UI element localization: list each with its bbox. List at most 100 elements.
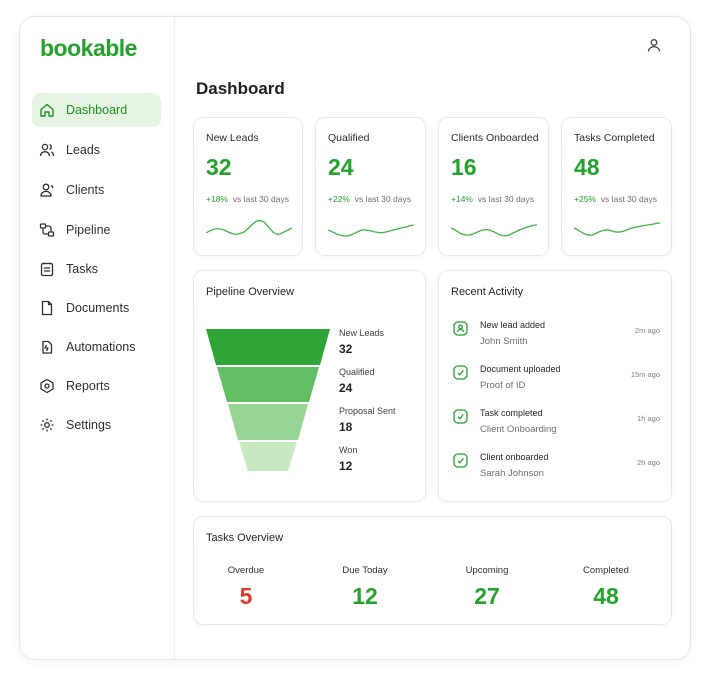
task-value: 5 [239, 583, 253, 609]
sidebar-item-settings[interactable]: Settings [32, 408, 161, 442]
tasks-overview-card: Tasks Overview Overdue 5 Due Today 12 Up… [193, 516, 672, 625]
sparkline-chart [574, 222, 660, 236]
home-icon [39, 102, 55, 118]
task-stat-upcoming[interactable]: Upcoming 27 [432, 565, 542, 610]
sidebar-item-label: Documents [66, 301, 130, 315]
activity-time: 1h ago [637, 414, 660, 423]
card-title: Pipeline Overview [206, 286, 295, 298]
check-icon [453, 453, 468, 468]
funnel-label: Qualified [339, 367, 375, 377]
sidebar-item-automations[interactable]: Automations [32, 330, 161, 364]
stat-value: 16 [451, 154, 477, 180]
user-group-icon [39, 182, 55, 198]
activity-time: 2h ago [637, 458, 660, 467]
pipeline-funnel [206, 329, 330, 471]
stat-change: +14% vs last 30 days [451, 194, 534, 204]
task-value: 12 [352, 583, 378, 609]
stat-change: +25% vs last 30 days [574, 194, 657, 204]
task-label: Due Today [342, 565, 388, 576]
activity-title: New lead added [480, 320, 546, 330]
activity-title: Document uploaded [480, 364, 561, 374]
sidebar-item-label: Settings [66, 418, 112, 432]
task-label: Upcoming [465, 565, 509, 576]
stat-value: 48 [574, 154, 600, 180]
activity-subtitle: Sarah Johnson [480, 468, 544, 479]
sidebar-item-label: Clients [66, 183, 105, 197]
task-label: Completed [583, 565, 629, 576]
sidebar-item-leads[interactable]: Leads [32, 133, 161, 167]
gear-icon [39, 417, 55, 433]
sidebar-item-clients[interactable]: Clients [32, 173, 161, 207]
user-icon[interactable] [646, 37, 662, 53]
task-stat-completed[interactable]: Completed 48 [551, 565, 661, 610]
sparkline-chart [328, 224, 414, 237]
sidebar: bookable Dashboard Leads Clients Pipelin… [20, 17, 175, 659]
stat-card-new-leads[interactable]: New Leads 32 +18% vs last 30 days [193, 117, 303, 256]
activity-title: Task completed [480, 408, 543, 418]
check-icon [453, 409, 468, 424]
stat-label: Clients Onboarded [451, 132, 539, 144]
sidebar-item-label: Dashboard [66, 103, 128, 117]
funnel-value: 32 [339, 342, 353, 356]
reports-icon [39, 378, 55, 394]
funnel-value: 24 [339, 381, 353, 395]
recent-activity-card: Recent Activity New lead added John Smit… [438, 270, 672, 502]
page-title: Dashboard [196, 79, 285, 98]
activity-subtitle: Proof of ID [480, 380, 526, 391]
stat-change: +18% vs last 30 days [206, 194, 289, 204]
card-title: Tasks Overview [206, 532, 284, 544]
sidebar-item-label: Tasks [66, 262, 98, 276]
lead-icon [453, 321, 468, 336]
activity-time: 2m ago [634, 326, 660, 335]
activity-subtitle: Client Onboarding [480, 424, 557, 435]
stat-label: Qualified [328, 132, 370, 144]
funnel-label: New Leads [339, 328, 385, 338]
stat-card-qualified[interactable]: Qualified 24 +22% vs last 30 days [315, 117, 426, 256]
sidebar-item-reports[interactable]: Reports [32, 369, 161, 403]
funnel-value: 18 [339, 420, 353, 434]
sparkline-chart [451, 224, 537, 237]
sidebar-item-label: Automations [66, 340, 136, 354]
stat-value: 24 [328, 154, 354, 180]
main-content: Dashboard New Leads 32 +18% vs last 30 d… [175, 17, 690, 659]
task-stat-due-today[interactable]: Due Today 12 [310, 565, 420, 610]
task-value: 48 [593, 583, 619, 609]
sidebar-item-label: Reports [66, 379, 110, 393]
app-logo[interactable]: bookable [40, 35, 137, 61]
automation-icon [39, 339, 55, 355]
funnel-label: Won [339, 445, 358, 455]
sparkline-chart [206, 219, 292, 235]
funnel-stage-proposal-sent [228, 404, 308, 440]
sidebar-item-documents[interactable]: Documents [32, 291, 161, 325]
sidebar-item-label: Leads [66, 143, 101, 157]
stat-card-tasks-completed[interactable]: Tasks Completed 48 +25% vs last 30 days [561, 117, 672, 256]
stat-label: New Leads [206, 132, 259, 144]
upload-icon [453, 365, 468, 380]
stat-value: 32 [206, 154, 232, 180]
pipeline-overview-card: Pipeline Overview New Leads 32 Qualified… [193, 270, 426, 502]
users-icon [39, 142, 55, 158]
sidebar-item-pipeline[interactable]: Pipeline [32, 213, 161, 247]
activity-subtitle: John Smith [480, 336, 528, 347]
activity-time: 15m ago [630, 370, 660, 379]
app-window: bookable Dashboard Leads Clients Pipelin… [19, 16, 691, 660]
funnel-stage-won [239, 442, 297, 471]
tasks-icon [39, 261, 55, 277]
task-label: Overdue [227, 565, 265, 576]
funnel-value: 12 [339, 459, 353, 473]
document-icon [39, 300, 55, 316]
card-title: Recent Activity [451, 286, 524, 298]
funnel-stage-qualified [217, 367, 319, 402]
stat-label: Tasks Completed [574, 132, 655, 144]
sidebar-item-dashboard[interactable]: Dashboard [32, 93, 161, 127]
sidebar-item-label: Pipeline [66, 223, 111, 237]
activity-title: Client onboarded [480, 452, 549, 462]
task-stat-overdue[interactable]: Overdue 5 [191, 565, 301, 610]
stat-change: +22% vs last 30 days [328, 194, 411, 204]
sidebar-item-tasks[interactable]: Tasks [32, 252, 161, 286]
funnel-stage-new-leads [206, 329, 330, 365]
task-value: 27 [474, 583, 500, 609]
funnel-label: Proposal Sent [339, 406, 396, 416]
stat-card-clients-onboarded[interactable]: Clients Onboarded 16 +14% vs last 30 day… [438, 117, 549, 256]
pipeline-icon [39, 222, 55, 238]
